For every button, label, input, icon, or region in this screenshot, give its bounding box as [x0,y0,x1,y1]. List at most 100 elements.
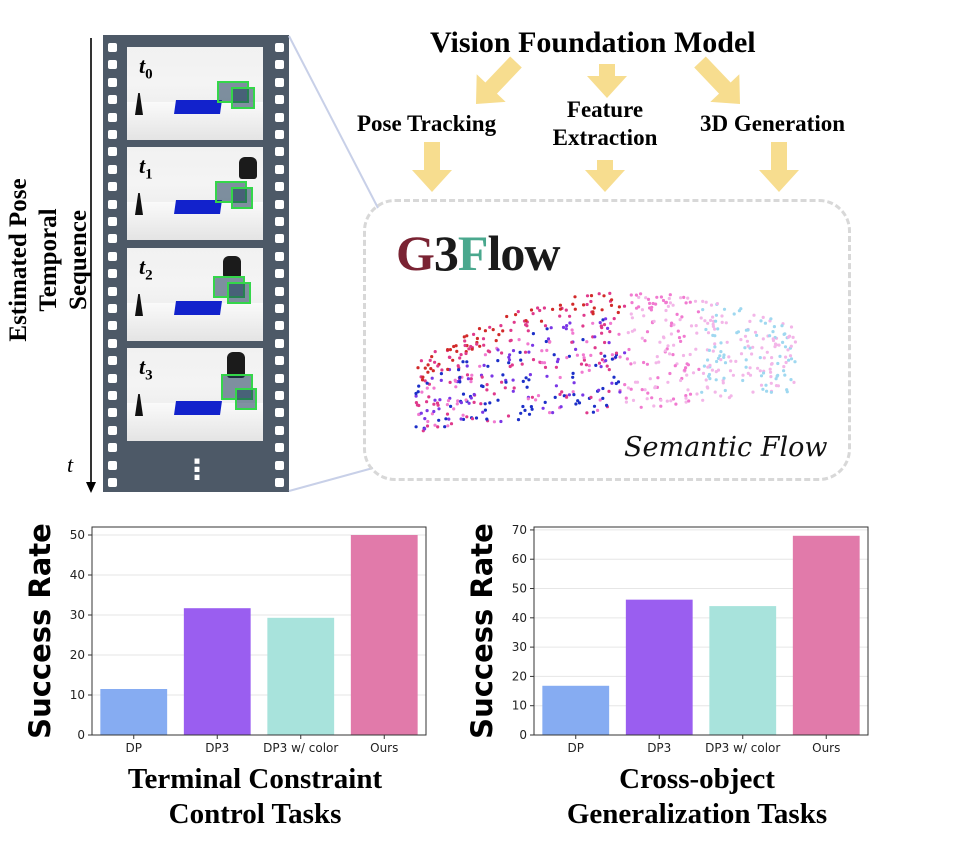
cloud-point [526,397,530,401]
cloud-point [507,358,512,362]
cloud-point [587,368,591,372]
cloud-point [564,327,568,331]
cloud-point [505,314,509,319]
cloud-point [582,356,586,360]
cloud-point [414,391,418,396]
cloud-point [478,344,482,348]
cloud-point [470,417,475,421]
cloud-point [706,331,711,335]
cloud-point [657,360,661,364]
cloud-point [706,358,710,362]
arrow [476,56,522,104]
cloud-point [585,340,589,344]
x-tick-label: DP3 [647,741,671,755]
cloud-point [746,371,750,375]
cloud-point [645,330,650,334]
cloud-point [653,385,657,389]
cloud-point [475,336,479,341]
cloud-point [470,347,474,351]
cloud-point [719,394,723,398]
y-tick-label: 40 [70,568,85,582]
cloud-point [433,350,437,354]
cloud-point [617,332,621,336]
sprocket-hole [108,304,117,313]
sprocket-hole [275,425,284,435]
cloud-point [774,377,778,381]
cloud-point [626,331,630,335]
cloud-point [701,371,706,375]
chart-terminal-constraint: Success Rate 0 10 20 30 40 50 DP DP3 DP3 w/ color… [20,515,440,840]
cloud-point [508,364,512,369]
cloud-point [780,324,784,328]
cloud-point [591,321,595,325]
sprocket-hole [108,269,117,279]
sprocket-hole [275,304,284,313]
cloud-point [625,357,629,361]
cloud-point [530,407,534,411]
cloud-point [545,374,549,378]
cloud-point [722,376,726,380]
cloud-point [570,340,574,344]
cloud-point [448,348,452,352]
cloud-point [433,360,437,364]
plot-frame [533,526,869,736]
cloud-point [421,375,425,379]
cloud-point [601,386,605,391]
arrow [587,64,627,98]
cloud-point [454,385,458,389]
cloud-point [565,324,569,328]
cloud-point [659,404,663,408]
arrow [585,160,625,192]
cloud-point [769,375,773,379]
cloud-point [679,339,683,343]
cloud-point [589,294,594,298]
brand-letter: low [487,225,560,281]
cloud-point [459,353,463,357]
cloud-point [480,384,484,388]
cloud-point [467,347,471,351]
cloud-point [488,325,492,329]
cloud-point [458,375,462,379]
cloud-point [542,306,546,310]
cloud-point [558,314,562,318]
cloud-point [417,403,421,408]
cloud-point [748,373,753,377]
cloud-point [491,328,495,332]
sprocket-hole [275,251,284,261]
cloud-point [759,374,764,378]
cloud-point [684,366,688,370]
x-tick-label: DP [126,741,142,755]
cloud-point [614,355,618,359]
cloud-point [465,360,469,364]
cloud-point [736,330,740,334]
y-tick-label: 50 [512,582,527,596]
cloud-point [419,359,423,363]
cloud-point [603,340,607,345]
cloud-point [693,299,698,303]
frame-t0: t0 [127,47,263,140]
cloud-point [511,378,515,382]
cloud-point [604,317,608,321]
cloud-point [696,310,700,314]
cloud-point [741,378,745,383]
cloud-point [731,373,735,377]
cloud-point [420,378,425,382]
cloud-point [745,339,749,343]
sprocket-hole [275,77,284,87]
cloud-point [544,339,548,344]
cloud-point [688,300,692,304]
y-tick-label: 0 [519,728,527,742]
cloud-point [751,390,755,394]
cloud-point [589,299,593,304]
cloud-point [704,378,708,382]
cloud-point [548,340,552,344]
cloud-point [614,381,618,386]
cloud-point [776,373,780,377]
cloud-point [604,359,608,363]
cloud-point [551,411,555,415]
cloud-point [668,293,672,297]
frame-t2: t2 [127,248,263,341]
cloud-point [481,337,486,341]
cloud-point [633,361,637,365]
